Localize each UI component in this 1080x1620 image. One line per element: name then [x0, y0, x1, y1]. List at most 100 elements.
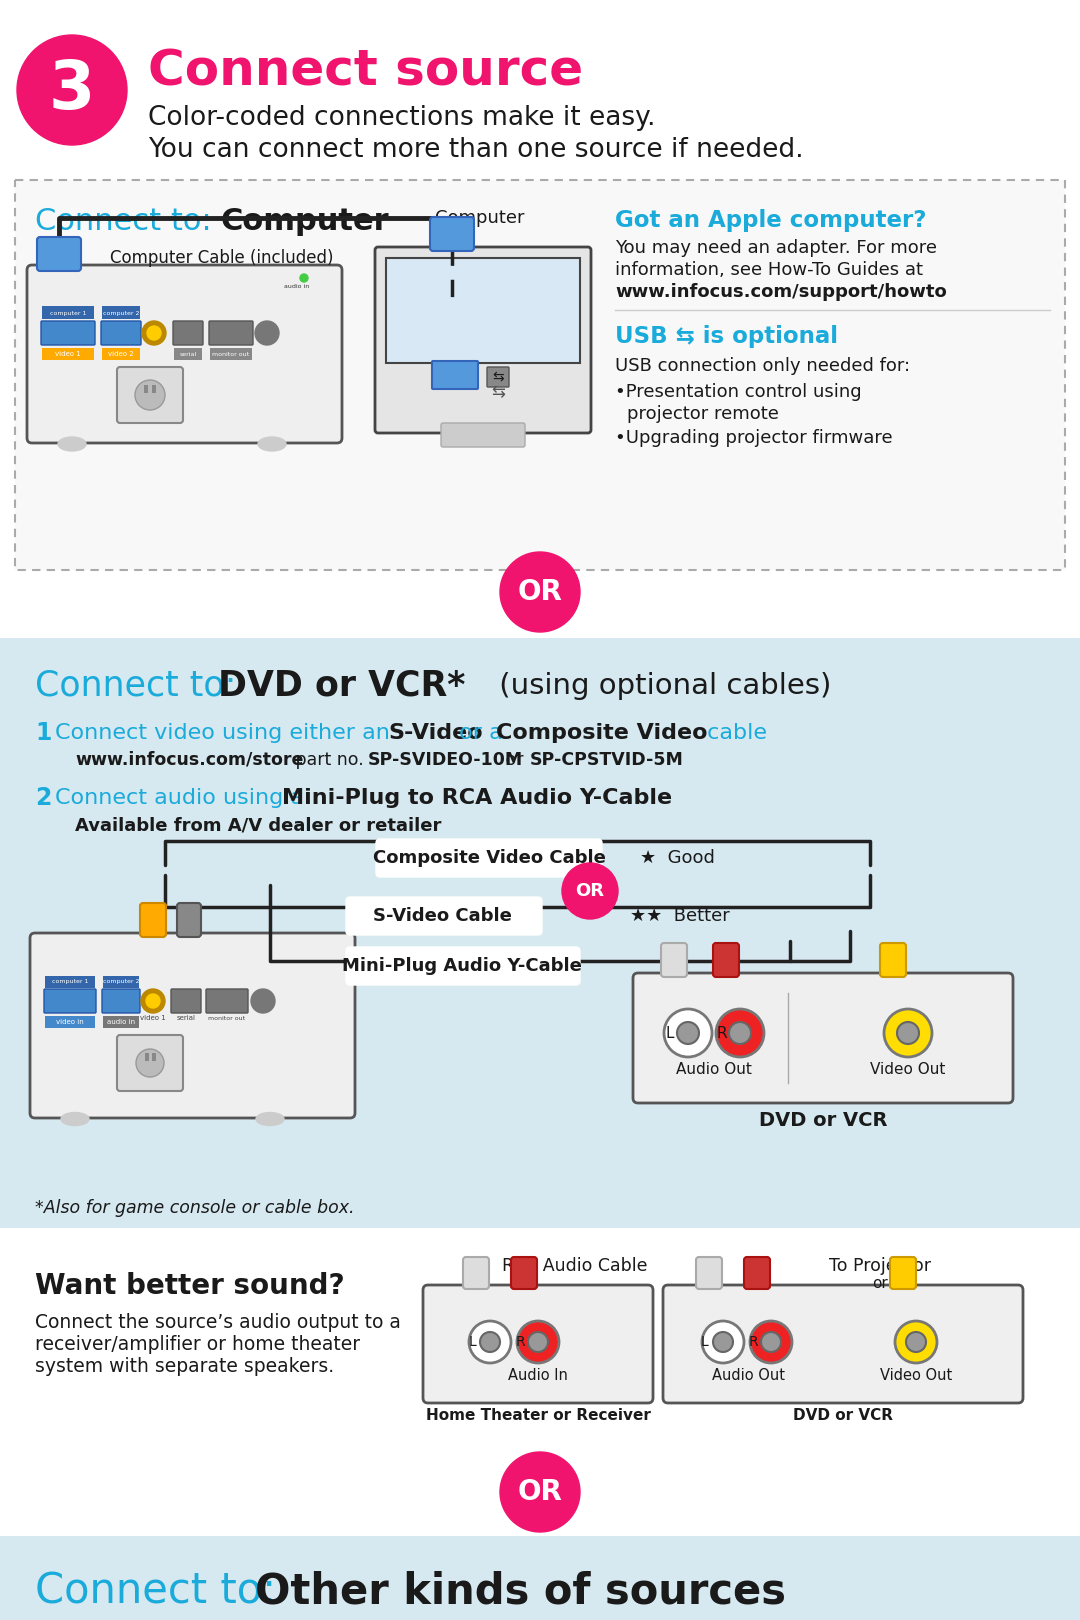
Text: Video Out: Video Out	[880, 1367, 953, 1382]
FancyBboxPatch shape	[441, 423, 525, 447]
Ellipse shape	[258, 437, 286, 450]
Circle shape	[664, 1009, 712, 1056]
Text: Audio Out: Audio Out	[712, 1367, 784, 1382]
Text: www.infocus.com/store: www.infocus.com/store	[75, 752, 303, 770]
FancyBboxPatch shape	[346, 897, 542, 935]
Circle shape	[141, 321, 166, 345]
Bar	[42, 306, 94, 319]
Ellipse shape	[256, 1113, 284, 1126]
Text: R: R	[748, 1335, 758, 1349]
Text: computer 2: computer 2	[103, 980, 139, 985]
Text: Got an Apple computer?: Got an Apple computer?	[615, 209, 927, 232]
Text: Color-coded connections make it easy.: Color-coded connections make it easy.	[148, 105, 656, 131]
Bar	[0, 638, 1080, 1228]
FancyBboxPatch shape	[346, 948, 580, 985]
Text: SP-SVIDEO-10M: SP-SVIDEO-10M	[368, 752, 523, 770]
Text: serial: serial	[179, 352, 197, 356]
FancyBboxPatch shape	[206, 988, 248, 1012]
Text: Mini-Plug Audio Y-Cable: Mini-Plug Audio Y-Cable	[342, 957, 582, 975]
Text: video in: video in	[56, 1019, 84, 1025]
Bar	[45, 975, 95, 988]
Text: serial: serial	[176, 1016, 195, 1021]
FancyBboxPatch shape	[27, 266, 342, 442]
Text: monitor out: monitor out	[213, 352, 249, 356]
Text: computer 2: computer 2	[103, 311, 139, 316]
FancyBboxPatch shape	[663, 1285, 1023, 1403]
Text: Connect video using either an: Connect video using either an	[55, 723, 397, 744]
Circle shape	[716, 1009, 764, 1056]
FancyBboxPatch shape	[375, 246, 591, 433]
Text: DVD or VCR: DVD or VCR	[759, 1110, 888, 1129]
Circle shape	[469, 1320, 511, 1362]
Bar	[103, 1016, 139, 1029]
Circle shape	[141, 988, 165, 1012]
Text: You may need an adapter. For more: You may need an adapter. For more	[615, 240, 937, 258]
Circle shape	[517, 1320, 559, 1362]
Bar	[145, 1053, 149, 1061]
Text: RCA Audio Cable: RCA Audio Cable	[502, 1257, 648, 1275]
Circle shape	[500, 552, 580, 632]
Ellipse shape	[60, 1113, 89, 1126]
Text: DVD or VCR*: DVD or VCR*	[218, 669, 465, 703]
Text: Connect to:: Connect to:	[35, 207, 221, 237]
Text: or: or	[500, 752, 529, 770]
Text: R: R	[717, 1025, 727, 1040]
Text: To Projector: To Projector	[829, 1257, 931, 1275]
FancyBboxPatch shape	[44, 988, 96, 1012]
Text: Connect to:: Connect to:	[35, 1570, 289, 1612]
Text: OR: OR	[517, 1477, 563, 1507]
FancyBboxPatch shape	[890, 1257, 916, 1290]
Text: ★  Good: ★ Good	[640, 849, 715, 867]
Text: Computer Cable (included): Computer Cable (included)	[110, 249, 334, 267]
Text: computer 1: computer 1	[52, 980, 89, 985]
Bar	[0, 1536, 1080, 1620]
FancyBboxPatch shape	[102, 988, 140, 1012]
FancyBboxPatch shape	[511, 1257, 537, 1290]
Text: Composite Video Cable: Composite Video Cable	[373, 849, 606, 867]
Text: monitor out: monitor out	[208, 1016, 245, 1021]
FancyBboxPatch shape	[430, 217, 474, 251]
Circle shape	[885, 1009, 932, 1056]
Text: Connect the source’s audio output to a: Connect the source’s audio output to a	[35, 1314, 401, 1333]
Circle shape	[761, 1332, 781, 1353]
FancyBboxPatch shape	[117, 368, 183, 423]
Circle shape	[713, 1332, 733, 1353]
Text: ⇆: ⇆	[492, 369, 503, 384]
Text: computer 1: computer 1	[50, 311, 86, 316]
Circle shape	[300, 274, 308, 282]
Text: video 1: video 1	[140, 1016, 166, 1021]
Text: ★★  Better: ★★ Better	[630, 907, 730, 925]
FancyBboxPatch shape	[41, 321, 95, 345]
Text: Computer: Computer	[435, 209, 525, 227]
Text: www.infocus.com/support/howto: www.infocus.com/support/howto	[615, 284, 947, 301]
Bar	[152, 386, 156, 394]
Text: (using optional cables): (using optional cables)	[490, 672, 832, 700]
Bar	[386, 258, 580, 363]
Text: 2: 2	[35, 786, 52, 810]
Circle shape	[480, 1332, 500, 1353]
FancyBboxPatch shape	[423, 1285, 653, 1403]
Circle shape	[729, 1022, 751, 1043]
Text: S-Video: S-Video	[388, 723, 483, 744]
Text: Audio Out: Audio Out	[676, 1063, 752, 1077]
FancyBboxPatch shape	[696, 1257, 723, 1290]
Text: You can connect more than one source if needed.: You can connect more than one source if …	[148, 138, 804, 164]
Bar	[45, 1016, 95, 1029]
Text: ⇆: ⇆	[491, 382, 505, 402]
Text: audio in: audio in	[284, 285, 310, 290]
Text: Mini-Plug to RCA Audio Y-Cable: Mini-Plug to RCA Audio Y-Cable	[282, 787, 672, 808]
Circle shape	[528, 1332, 548, 1353]
Text: USB connection only needed for:: USB connection only needed for:	[615, 356, 910, 374]
Text: video 2: video 2	[108, 352, 134, 356]
Text: information, see How-To Guides at: information, see How-To Guides at	[615, 261, 923, 279]
FancyBboxPatch shape	[633, 974, 1013, 1103]
Text: Audio In: Audio In	[508, 1367, 568, 1382]
Text: *Also for game console or cable box.: *Also for game console or cable box.	[35, 1199, 354, 1217]
Text: L: L	[701, 1335, 708, 1349]
Ellipse shape	[135, 381, 165, 410]
Text: Available from A/V dealer or retailer: Available from A/V dealer or retailer	[75, 816, 442, 834]
Text: OR: OR	[517, 578, 563, 606]
Text: Connect source: Connect source	[148, 49, 583, 96]
Text: S-Video Cable: S-Video Cable	[373, 907, 512, 925]
Text: part no.: part no.	[291, 752, 369, 770]
